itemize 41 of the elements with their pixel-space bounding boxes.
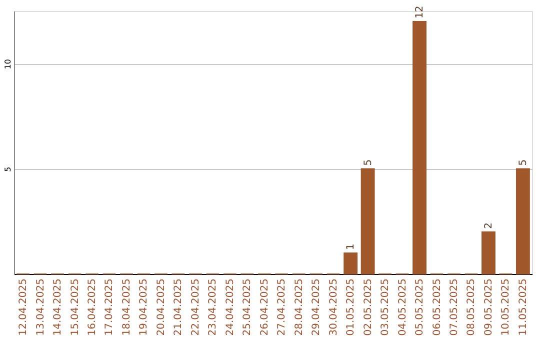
data-label: 2 (483, 222, 494, 229)
data-label: 1 (346, 244, 357, 250)
x-tick-label: 05.05.2025 (414, 278, 426, 336)
data-label: 5 (362, 159, 374, 166)
y-tick-label: 10 (4, 59, 12, 70)
x-tick-label: 01.05.2025 (346, 278, 357, 336)
x-tick-label: 14.04.2025 (52, 278, 64, 336)
x-tick-label: 27.04.2025 (276, 278, 288, 336)
x-tick-label: 22.04.2025 (190, 278, 202, 336)
x-tick-label: 06.05.2025 (432, 278, 443, 336)
x-tick-label: 11.05.2025 (518, 278, 529, 336)
x-tick-label: 25.04.2025 (242, 278, 254, 336)
x-tick-label: 16.04.2025 (87, 278, 98, 336)
x-tick-label: 10.05.2025 (500, 278, 512, 336)
bar (344, 252, 358, 274)
x-tick-label: 21.04.2025 (173, 278, 184, 336)
bar (412, 21, 426, 274)
x-tick-label: 19.04.2025 (138, 278, 150, 336)
x-tick-label: 02.05.2025 (362, 278, 374, 336)
x-tick-label: 28.04.2025 (294, 278, 305, 336)
bar (516, 168, 530, 274)
x-tick-label: 03.05.2025 (380, 278, 392, 336)
x-tick-label: 13.04.2025 (35, 278, 46, 336)
x-tick-label: 23.04.2025 (208, 278, 219, 336)
x-tick-label: 09.05.2025 (483, 278, 494, 336)
data-label: 5 (518, 159, 529, 166)
x-tick-label: 07.05.2025 (449, 278, 460, 336)
x-tick-label: 15.04.2025 (70, 278, 81, 336)
x-tick-label: 29.04.2025 (311, 278, 322, 336)
data-label: 12 (414, 6, 426, 19)
x-tick-label: 26.04.2025 (259, 278, 270, 336)
bar (482, 231, 496, 274)
x-tick-label: 24.04.2025 (224, 278, 236, 336)
x-tick-label: 08.05.2025 (466, 278, 478, 336)
x-tick-label: 17.04.2025 (104, 278, 116, 336)
x-tick-label: 04.05.2025 (397, 278, 408, 336)
x-tick-label: 12.04.2025 (18, 278, 30, 336)
x-tick-label: 20.04.2025 (156, 278, 167, 336)
x-tick-label: 30.04.2025 (328, 278, 340, 336)
bar (360, 168, 375, 274)
x-tick-label: 18.04.2025 (121, 278, 132, 336)
